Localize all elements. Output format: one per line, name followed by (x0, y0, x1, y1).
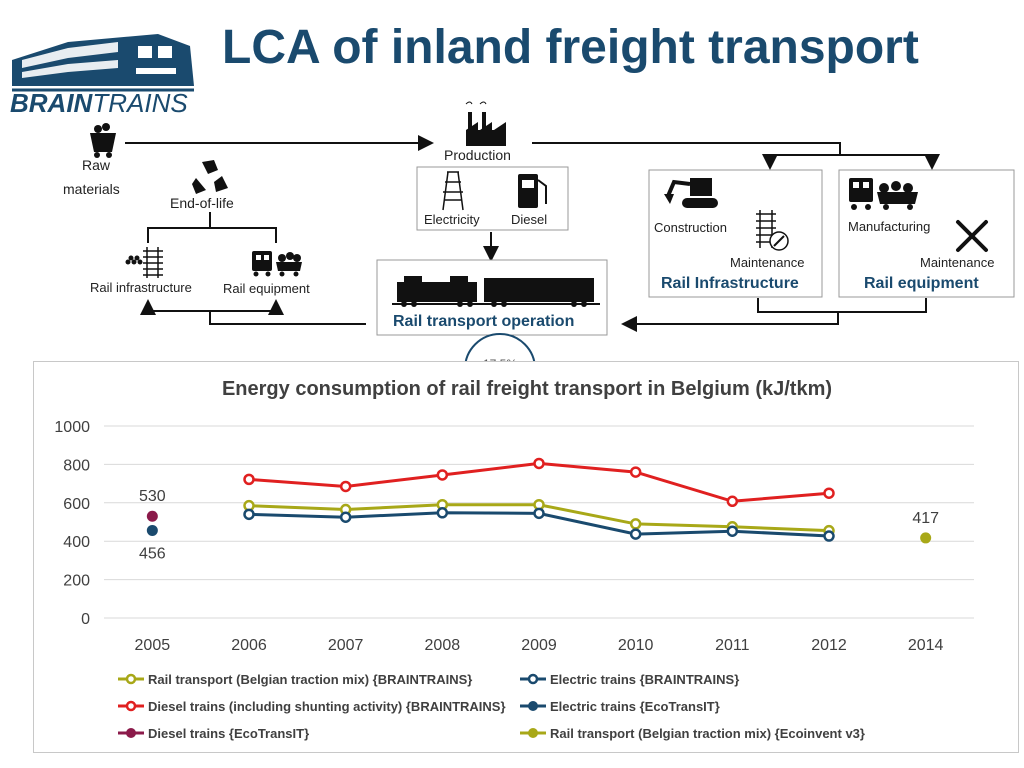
series-1-point-6 (823, 530, 835, 542)
chart-frame: Energy consumption of rail freight trans… (33, 361, 1019, 753)
production-label: Production (444, 147, 511, 163)
x-tick-label-2007: 2007 (328, 637, 364, 654)
y-tick-label-600: 600 (63, 496, 90, 513)
chart-title: Energy consumption of rail freight trans… (221, 378, 833, 400)
x-tick-label-2010: 2010 (618, 637, 654, 654)
rail-track-wrench-icon (756, 210, 789, 251)
legend-entry-1: Electric trains {BRAINTRAINS} (550, 672, 739, 687)
locomotive-wagon-icon (849, 178, 918, 210)
x-tick-label-2011: 2011 (715, 637, 750, 654)
x-tick-label-2014: 2014 (908, 637, 944, 654)
x-tick-label-2012: 2012 (811, 637, 847, 654)
rail-track-icon-eol (143, 247, 163, 278)
rocks-icon (125, 255, 143, 265)
maintenance-infra-label: Maintenance (730, 255, 805, 270)
end-of-life-label: End-of-life (170, 195, 234, 211)
y-tick-label-400: 400 (63, 534, 90, 551)
logo-wordmark: BRAINTRAINS (10, 88, 188, 119)
production-box (416, 166, 569, 231)
series-1-point-2 (436, 507, 449, 519)
rail-transport-operation-label: Rail transport operation (393, 313, 575, 330)
braintrains-logo (12, 34, 194, 92)
data-label-2: 417 (912, 510, 939, 527)
y-tick-label-200: 200 (63, 573, 90, 590)
legend-entry-5: Rail transport (Belgian traction mix) {E… (550, 726, 865, 741)
legend-entry-0: Rail transport (Belgian traction mix) {B… (148, 672, 472, 687)
x-tick-label-2006: 2006 (231, 637, 267, 654)
y-tick-label-0: 0 (81, 611, 90, 628)
mine-cart-icon (90, 123, 116, 158)
y-tick-label-800: 800 (63, 457, 90, 474)
legend-entry-4: Diesel trains {EcoTransIT} (148, 726, 309, 741)
rail-infrastructure-label: Rail Infrastructure (661, 275, 799, 292)
series-3-point-0 (146, 524, 158, 536)
series-2-point-2 (436, 469, 449, 481)
y-tick-label-1000: 1000 (54, 419, 90, 436)
legend-swatch-marker-1 (527, 673, 539, 685)
line-chart: 0 200 400 600 800 1000 2005 2006 2007 2008 2009 201… (54, 419, 974, 741)
tools-icon (956, 220, 988, 252)
electricity-label: Electricity (424, 212, 480, 227)
legend-swatch-marker-0 (125, 673, 137, 685)
legend-entry-2: Diesel trains (including shunting activi… (148, 699, 506, 714)
rail-equipment-label: Rail equipment (864, 275, 979, 292)
excavator-icon (664, 178, 718, 208)
rail-infrastructure-box (648, 169, 823, 298)
legend-swatch-marker-5 (528, 728, 538, 738)
x-tick-label-2005: 2005 (135, 637, 171, 654)
series-2-point-0 (243, 473, 255, 486)
manufacturing-label: Manufacturing (848, 219, 931, 234)
series-2-point-3 (533, 457, 545, 470)
legend-entry-3: Electric trains {EcoTransIT} (550, 699, 720, 714)
eol-rail-equipment-label: Rail equipment (223, 281, 310, 296)
flow-connectors (125, 135, 940, 332)
series-2-point-4 (629, 466, 642, 478)
logo-text-bold: BRAIN (10, 88, 93, 118)
series-1-point-3 (533, 507, 545, 520)
fuel-pump-icon (518, 174, 547, 208)
freight-train-icon (392, 276, 600, 307)
eol-rail-infrastructure-label: Rail infrastructure (90, 280, 192, 295)
diesel-label: Diesel (511, 212, 548, 227)
legend-swatch-marker-2 (125, 700, 137, 712)
lca-flow-diagram (90, 101, 1015, 336)
series-2-point-5 (726, 495, 739, 508)
raw-materials-label-2: materials (63, 181, 120, 197)
series-1-point-0 (243, 508, 255, 521)
raw-materials-label-1: Raw (82, 157, 111, 173)
logo-text-light: TRAINS (92, 88, 188, 118)
page-title: LCA of inland freight transport (222, 21, 919, 74)
data-label-0: 530 (139, 488, 166, 505)
series-5-point-0 (920, 532, 932, 544)
locomotive-wagon-icon-eol (252, 251, 302, 277)
factory-icon (465, 101, 506, 146)
series-1-point-4 (629, 528, 642, 540)
series-1-point-5 (726, 525, 739, 537)
series-2-point-1 (339, 480, 352, 493)
series-0-point-4 (629, 518, 642, 530)
maintenance-equip-label: Maintenance (920, 255, 995, 270)
legend-swatch-marker-4 (126, 728, 136, 738)
construction-label: Construction (654, 220, 727, 235)
recycle-icon (192, 160, 228, 194)
series-4-point-0 (146, 510, 158, 522)
series-1-point-1 (339, 511, 352, 523)
legend-swatch-marker-3 (528, 701, 538, 711)
x-tick-label-2008: 2008 (425, 637, 461, 654)
power-pylon-icon (442, 171, 464, 211)
series-2-point-6 (823, 487, 835, 499)
x-tick-label-2009: 2009 (521, 637, 557, 654)
data-label-1: 456 (139, 545, 166, 562)
